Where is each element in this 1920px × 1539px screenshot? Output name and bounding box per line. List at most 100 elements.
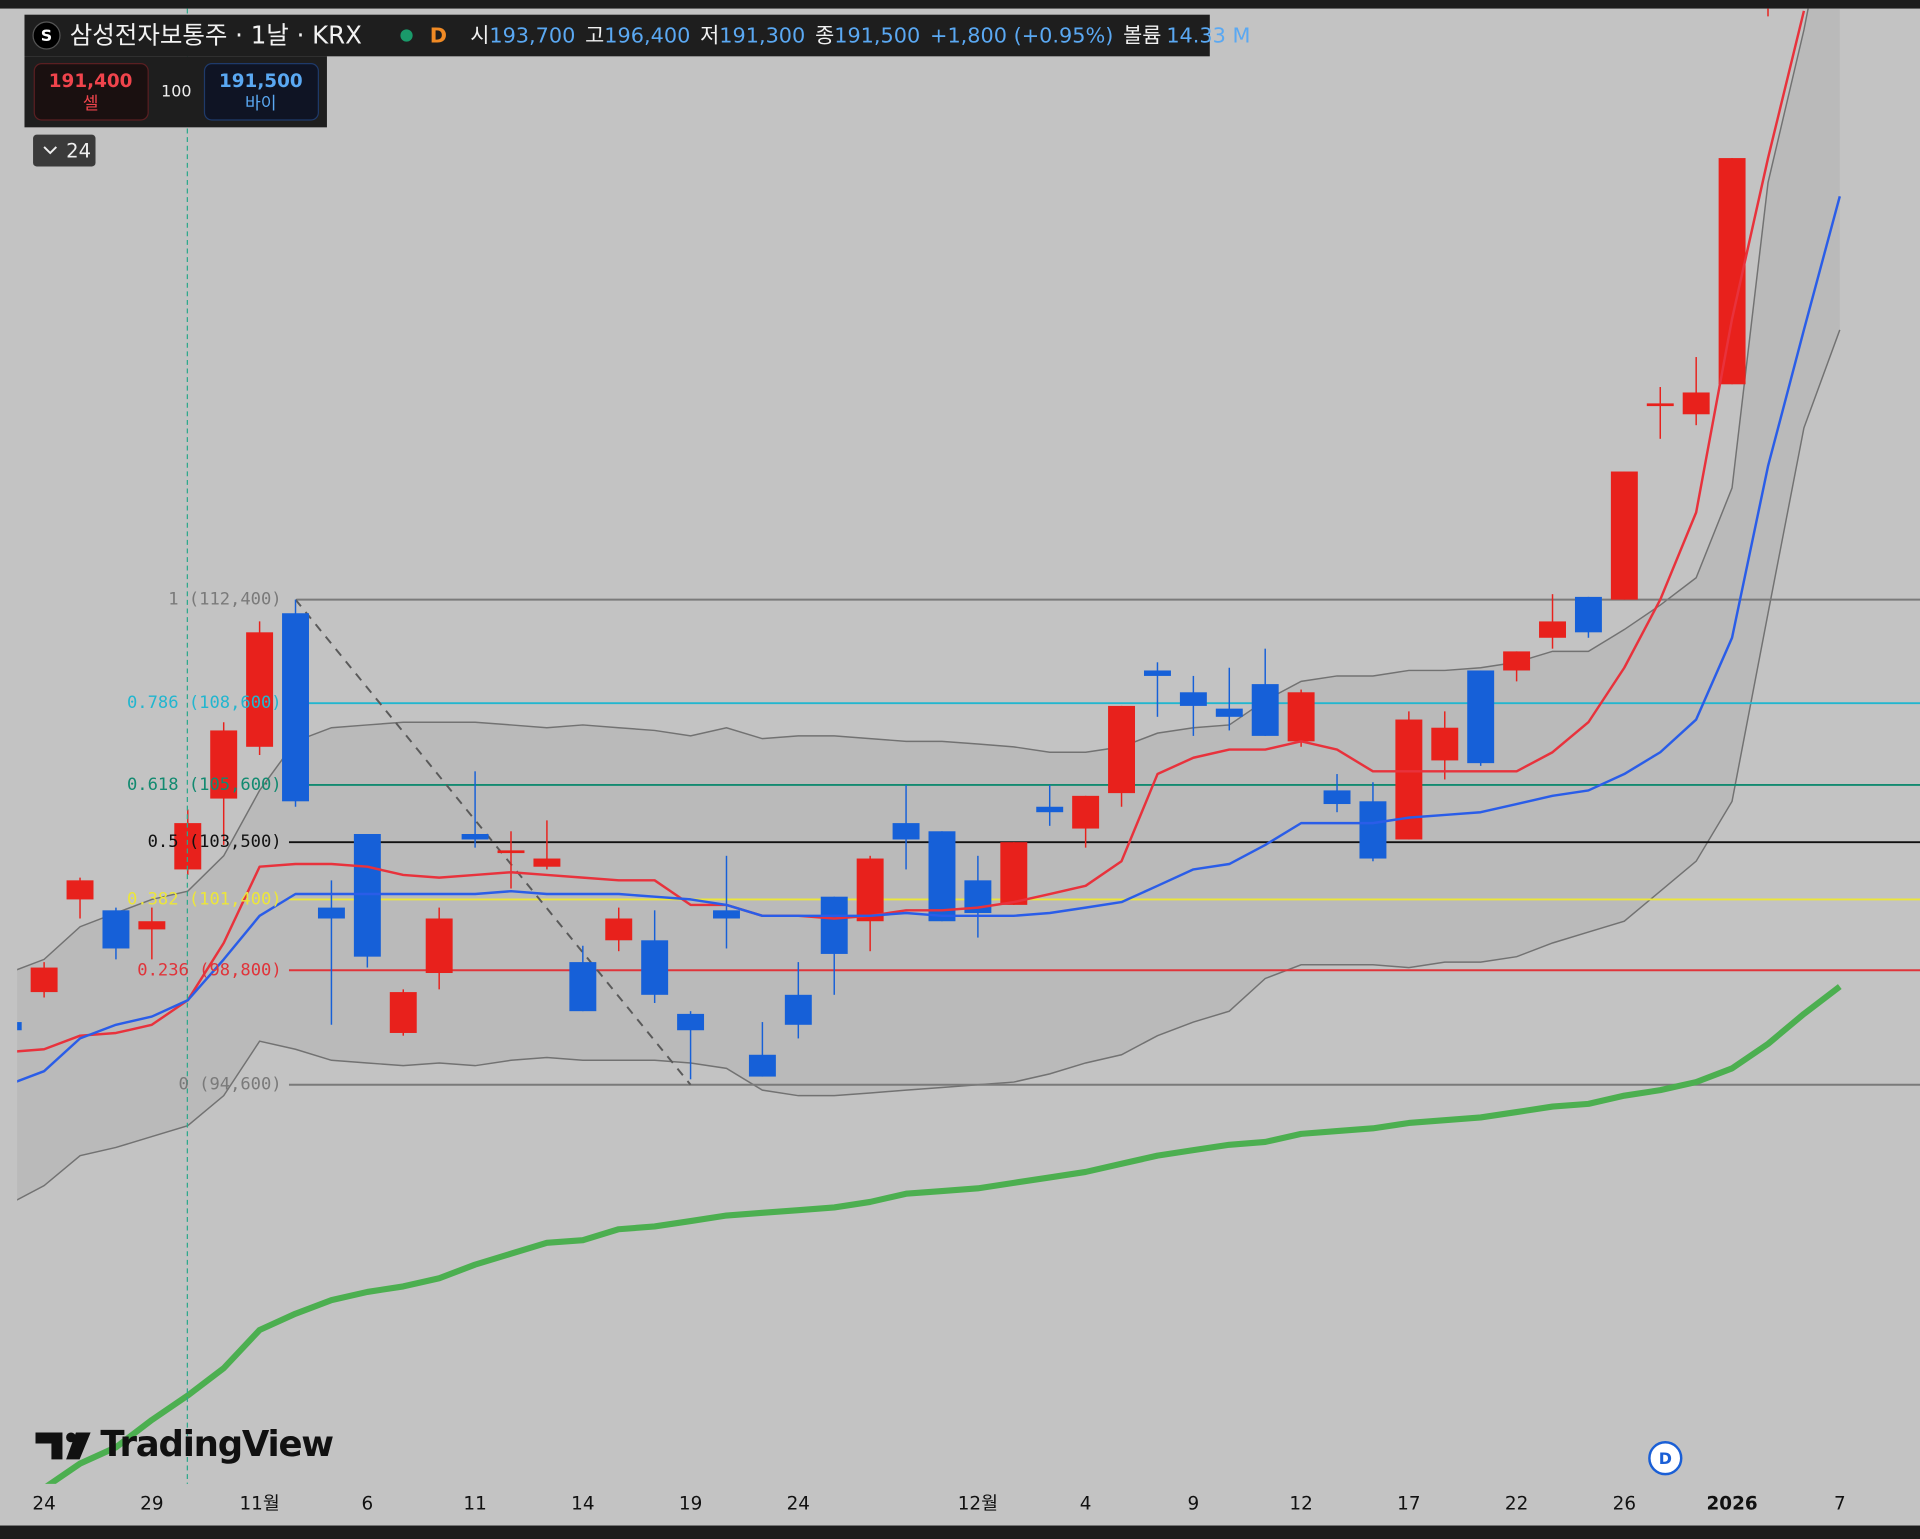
- candle-body: [1503, 651, 1531, 671]
- symbol-title[interactable]: 삼성전자보통주 · 1날 · KRX: [70, 21, 362, 50]
- ohlc-legend: 시193,700 고196,400 저191,300 종191,500 +1,800 (…: [470, 24, 1250, 48]
- chevron-icon: [43, 146, 58, 155]
- ohlc-value: 193,700: [489, 24, 575, 48]
- ohlc-value: 196,400: [604, 24, 690, 48]
- candle-body: [1036, 806, 1064, 813]
- candle-body: [856, 858, 884, 922]
- candle-body: [30, 967, 58, 993]
- x-tick-label: 29: [140, 1494, 163, 1515]
- band-line: [17, 8, 1809, 971]
- candle-body: [533, 858, 561, 867]
- candle-body: [569, 962, 597, 1012]
- event-marker[interactable]: [1648, 1441, 1683, 1476]
- indicator-line: [44, 984, 1842, 1484]
- x-tick-label: 2026: [1707, 1494, 1758, 1515]
- collapse-count: 24: [66, 139, 91, 162]
- candle-body: [461, 834, 489, 840]
- candle-body: [1359, 801, 1387, 859]
- candle-body: [1718, 158, 1746, 385]
- buy-price: 191,500: [219, 71, 303, 92]
- candle-body: [641, 940, 669, 995]
- ohlc-value: 191,300: [719, 24, 805, 48]
- x-tick-label: 24: [32, 1494, 55, 1515]
- ohlc-value: 191,500: [834, 24, 920, 48]
- candle-body: [1143, 670, 1171, 676]
- candle-body: [1395, 719, 1423, 840]
- candle-body: [748, 1054, 776, 1077]
- candle-body: [17, 1022, 22, 1031]
- candle-body: [1682, 392, 1710, 415]
- top-border: [0, 0, 1920, 9]
- candle-body: [713, 910, 740, 919]
- fib-level-label: 1 (112,400): [168, 590, 281, 610]
- candle-body: [66, 880, 94, 900]
- x-tick-label: 9: [1188, 1494, 1200, 1515]
- candle-body: [1431, 727, 1459, 761]
- interval-badge: D: [430, 24, 447, 48]
- candle-body: [928, 831, 956, 922]
- candle-body: [497, 850, 525, 854]
- plot-area: [17, 8, 1920, 1484]
- candle-body: [317, 907, 345, 919]
- candle-body: [1072, 795, 1100, 829]
- x-tick-label: 7: [1834, 1494, 1846, 1515]
- candle-body: [210, 730, 238, 799]
- change: +1,800 (+0.95%): [930, 24, 1113, 48]
- candle-body: [1467, 670, 1495, 764]
- quantity: 100: [161, 81, 191, 100]
- candle-body: [1574, 596, 1602, 633]
- candle-body: [784, 994, 812, 1025]
- x-tick-label: 26: [1613, 1494, 1636, 1515]
- symbol-icon-text: S: [41, 26, 52, 45]
- x-tick-label: 11: [463, 1494, 486, 1515]
- collapse-button[interactable]: [33, 134, 96, 167]
- symbol-icon: [32, 21, 61, 50]
- ohlc-label: 고: [585, 24, 604, 48]
- fib-labels: 1 (112,400) 0.786 (108,600) 0.618 (105,600…: [127, 590, 282, 1095]
- fib-level-label: 0.786 (108,600): [127, 693, 282, 713]
- watermark-text: TradingView: [100, 1424, 333, 1465]
- candle-body: [246, 632, 274, 747]
- candle-body: [1323, 790, 1351, 805]
- x-tick-label: 22: [1505, 1494, 1528, 1515]
- fib-level-label: 0.382 (101,400): [127, 889, 282, 909]
- x-tick-label: 12월: [958, 1494, 998, 1515]
- x-tick-label: 14: [571, 1494, 594, 1515]
- indicator-line: [17, 10, 1806, 1053]
- candle-body: [138, 921, 166, 930]
- sell-price: 191,400: [49, 71, 133, 92]
- sell-label: 셀: [83, 94, 99, 114]
- x-axis: 24 29 11월 6 11 14 19 24 12월 4 9 12 17 22 26 2026 7: [32, 1494, 1845, 1515]
- logo-shape: [66, 1432, 91, 1460]
- fib-level-label: 0.236 (98,800): [137, 960, 281, 980]
- candle-body: [1646, 403, 1674, 407]
- candle-body: [605, 918, 633, 941]
- band-line: [17, 329, 1841, 1201]
- sell-button[interactable]: [33, 63, 149, 121]
- header-bar: [24, 14, 1210, 57]
- x-tick-label: 6: [362, 1494, 374, 1515]
- volume-label: 볼륨: [1123, 24, 1161, 48]
- candle-body: [1251, 684, 1279, 736]
- buy-button[interactable]: [203, 63, 319, 121]
- candle-body: [1215, 708, 1243, 717]
- x-tick-label: 12: [1289, 1494, 1312, 1515]
- ohlc-label: 저: [700, 24, 719, 48]
- ohlc-label: 시: [470, 24, 489, 48]
- candle-body: [353, 834, 381, 957]
- status-dot: [400, 29, 413, 42]
- fib-level-label: 0.5 (103,500): [148, 832, 282, 852]
- buy-label: 바이: [245, 94, 277, 114]
- candle-body: [282, 613, 309, 802]
- watermark-logo: [35, 1432, 91, 1460]
- x-tick-label: 24: [787, 1494, 810, 1515]
- candle-body: [425, 918, 453, 974]
- fib-level-label: 0 (94,600): [179, 1075, 282, 1095]
- candle-body: [1000, 842, 1028, 905]
- candle-body: [1287, 692, 1315, 742]
- event-marker-text: D: [1659, 1449, 1672, 1468]
- x-tick-label: 17: [1397, 1494, 1420, 1515]
- bottom-border: [0, 1525, 1920, 1539]
